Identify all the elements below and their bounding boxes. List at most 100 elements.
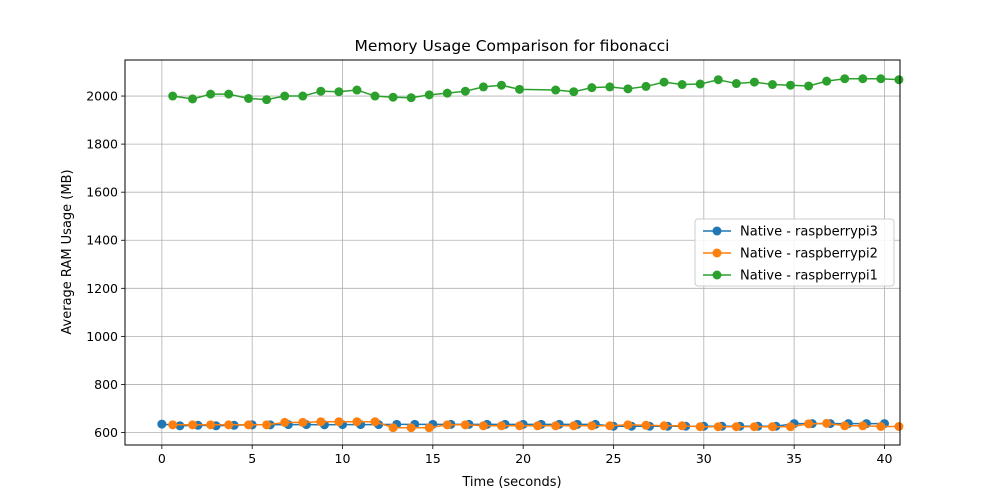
series-native-raspberrypi1: [168, 74, 904, 105]
data-point: [894, 75, 904, 85]
data-point: [569, 421, 579, 431]
data-point: [840, 421, 850, 431]
data-point: [623, 84, 633, 94]
chart-title: Memory Usage Comparison for fibonacci: [355, 37, 670, 55]
data-point: [388, 423, 398, 433]
data-point: [767, 422, 777, 432]
data-point: [623, 420, 633, 430]
x-tick-label: 0: [158, 451, 166, 466]
grid-lines: [125, 60, 900, 445]
data-point: [424, 90, 434, 100]
data-point: [767, 80, 777, 90]
data-point: [316, 86, 326, 96]
data-point: [496, 80, 506, 90]
x-tick-label: 5: [248, 451, 256, 466]
data-point: [352, 417, 362, 427]
data-point: [822, 76, 832, 86]
legend-label: Native - raspberrypi1: [740, 269, 878, 284]
data-point: [605, 82, 615, 92]
data-point: [224, 420, 234, 430]
data-point: [786, 422, 796, 432]
data-point: [188, 420, 198, 430]
y-axis: 600 800 1000 1200 1400 1600 1800 2000: [86, 89, 125, 440]
legend-item: Native - raspberrypi1: [703, 269, 878, 284]
data-point: [334, 87, 344, 97]
data-point: [370, 417, 380, 427]
y-tick-label: 1400: [86, 233, 118, 248]
data-point: [442, 88, 452, 98]
data-point: [370, 91, 380, 101]
y-tick-label: 2000: [86, 89, 118, 104]
data-point: [316, 417, 326, 427]
y-axis-title: Average RAM Usage (MB): [60, 169, 75, 334]
series-line: [172, 78, 899, 101]
data-point: [244, 93, 254, 103]
data-point: [587, 421, 597, 431]
data-point: [424, 423, 434, 433]
x-tick-label: 30: [696, 451, 712, 466]
data-point: [713, 422, 723, 432]
legend-marker: [712, 226, 722, 236]
legend-label: Native - raspberrypi2: [740, 247, 878, 262]
x-axis: 0 5 10 15 20 25 30 35 40: [158, 445, 892, 466]
x-tick-label: 20: [515, 451, 531, 466]
data-point: [298, 91, 308, 101]
y-tick-label: 1200: [86, 281, 118, 296]
data-point: [460, 420, 470, 430]
data-point: [641, 420, 651, 430]
data-point: [244, 420, 254, 430]
series-native-raspberrypi2: [168, 417, 904, 433]
data-point: [659, 77, 669, 87]
data-point: [352, 85, 362, 95]
data-point: [388, 92, 398, 102]
x-axis-title: Time (seconds): [461, 475, 561, 490]
data-point: [858, 74, 868, 84]
data-point: [677, 80, 687, 90]
legend-box: [694, 218, 895, 287]
data-point: [551, 421, 561, 431]
data-point: [496, 421, 506, 431]
data-point: [840, 74, 850, 84]
data-point: [695, 79, 705, 89]
data-point: [749, 422, 759, 432]
data-point: [551, 85, 561, 95]
data-point: [188, 94, 198, 104]
data-point: [894, 421, 904, 431]
data-point: [677, 421, 687, 431]
data-point: [168, 91, 178, 101]
data-point: [157, 419, 167, 429]
plot-frame: [124, 59, 901, 446]
data-point: [168, 420, 178, 430]
legend-marker: [712, 270, 722, 280]
data-point: [587, 83, 597, 93]
y-tick-label: 600: [94, 425, 118, 440]
data-point: [515, 421, 525, 431]
y-tick-label: 1000: [86, 329, 118, 344]
data-point: [515, 84, 525, 94]
data-point: [533, 421, 543, 431]
data-point: [804, 81, 814, 91]
data-point: [478, 421, 488, 431]
data-point: [262, 420, 272, 430]
data-point: [460, 86, 470, 96]
y-tick-label: 800: [94, 377, 118, 392]
data-point: [822, 418, 832, 428]
data-point: [858, 421, 868, 431]
legend-label: Native - raspberrypi3: [740, 225, 878, 240]
data-point: [298, 417, 308, 427]
legend: Native - raspberrypi3 Native - raspberryp…: [694, 218, 895, 287]
data-point: [478, 82, 488, 92]
legend-item: Native - raspberrypi2: [703, 247, 878, 262]
data-point: [280, 417, 290, 427]
data-point: [334, 417, 344, 427]
x-tick-label: 35: [786, 451, 802, 466]
data-point: [749, 77, 759, 87]
data-point: [659, 421, 669, 431]
data-point: [605, 421, 615, 431]
y-tick-label: 1600: [86, 185, 118, 200]
series-layer: [157, 74, 904, 433]
data-point: [731, 422, 741, 432]
data-point: [786, 80, 796, 90]
data-point: [804, 419, 814, 429]
